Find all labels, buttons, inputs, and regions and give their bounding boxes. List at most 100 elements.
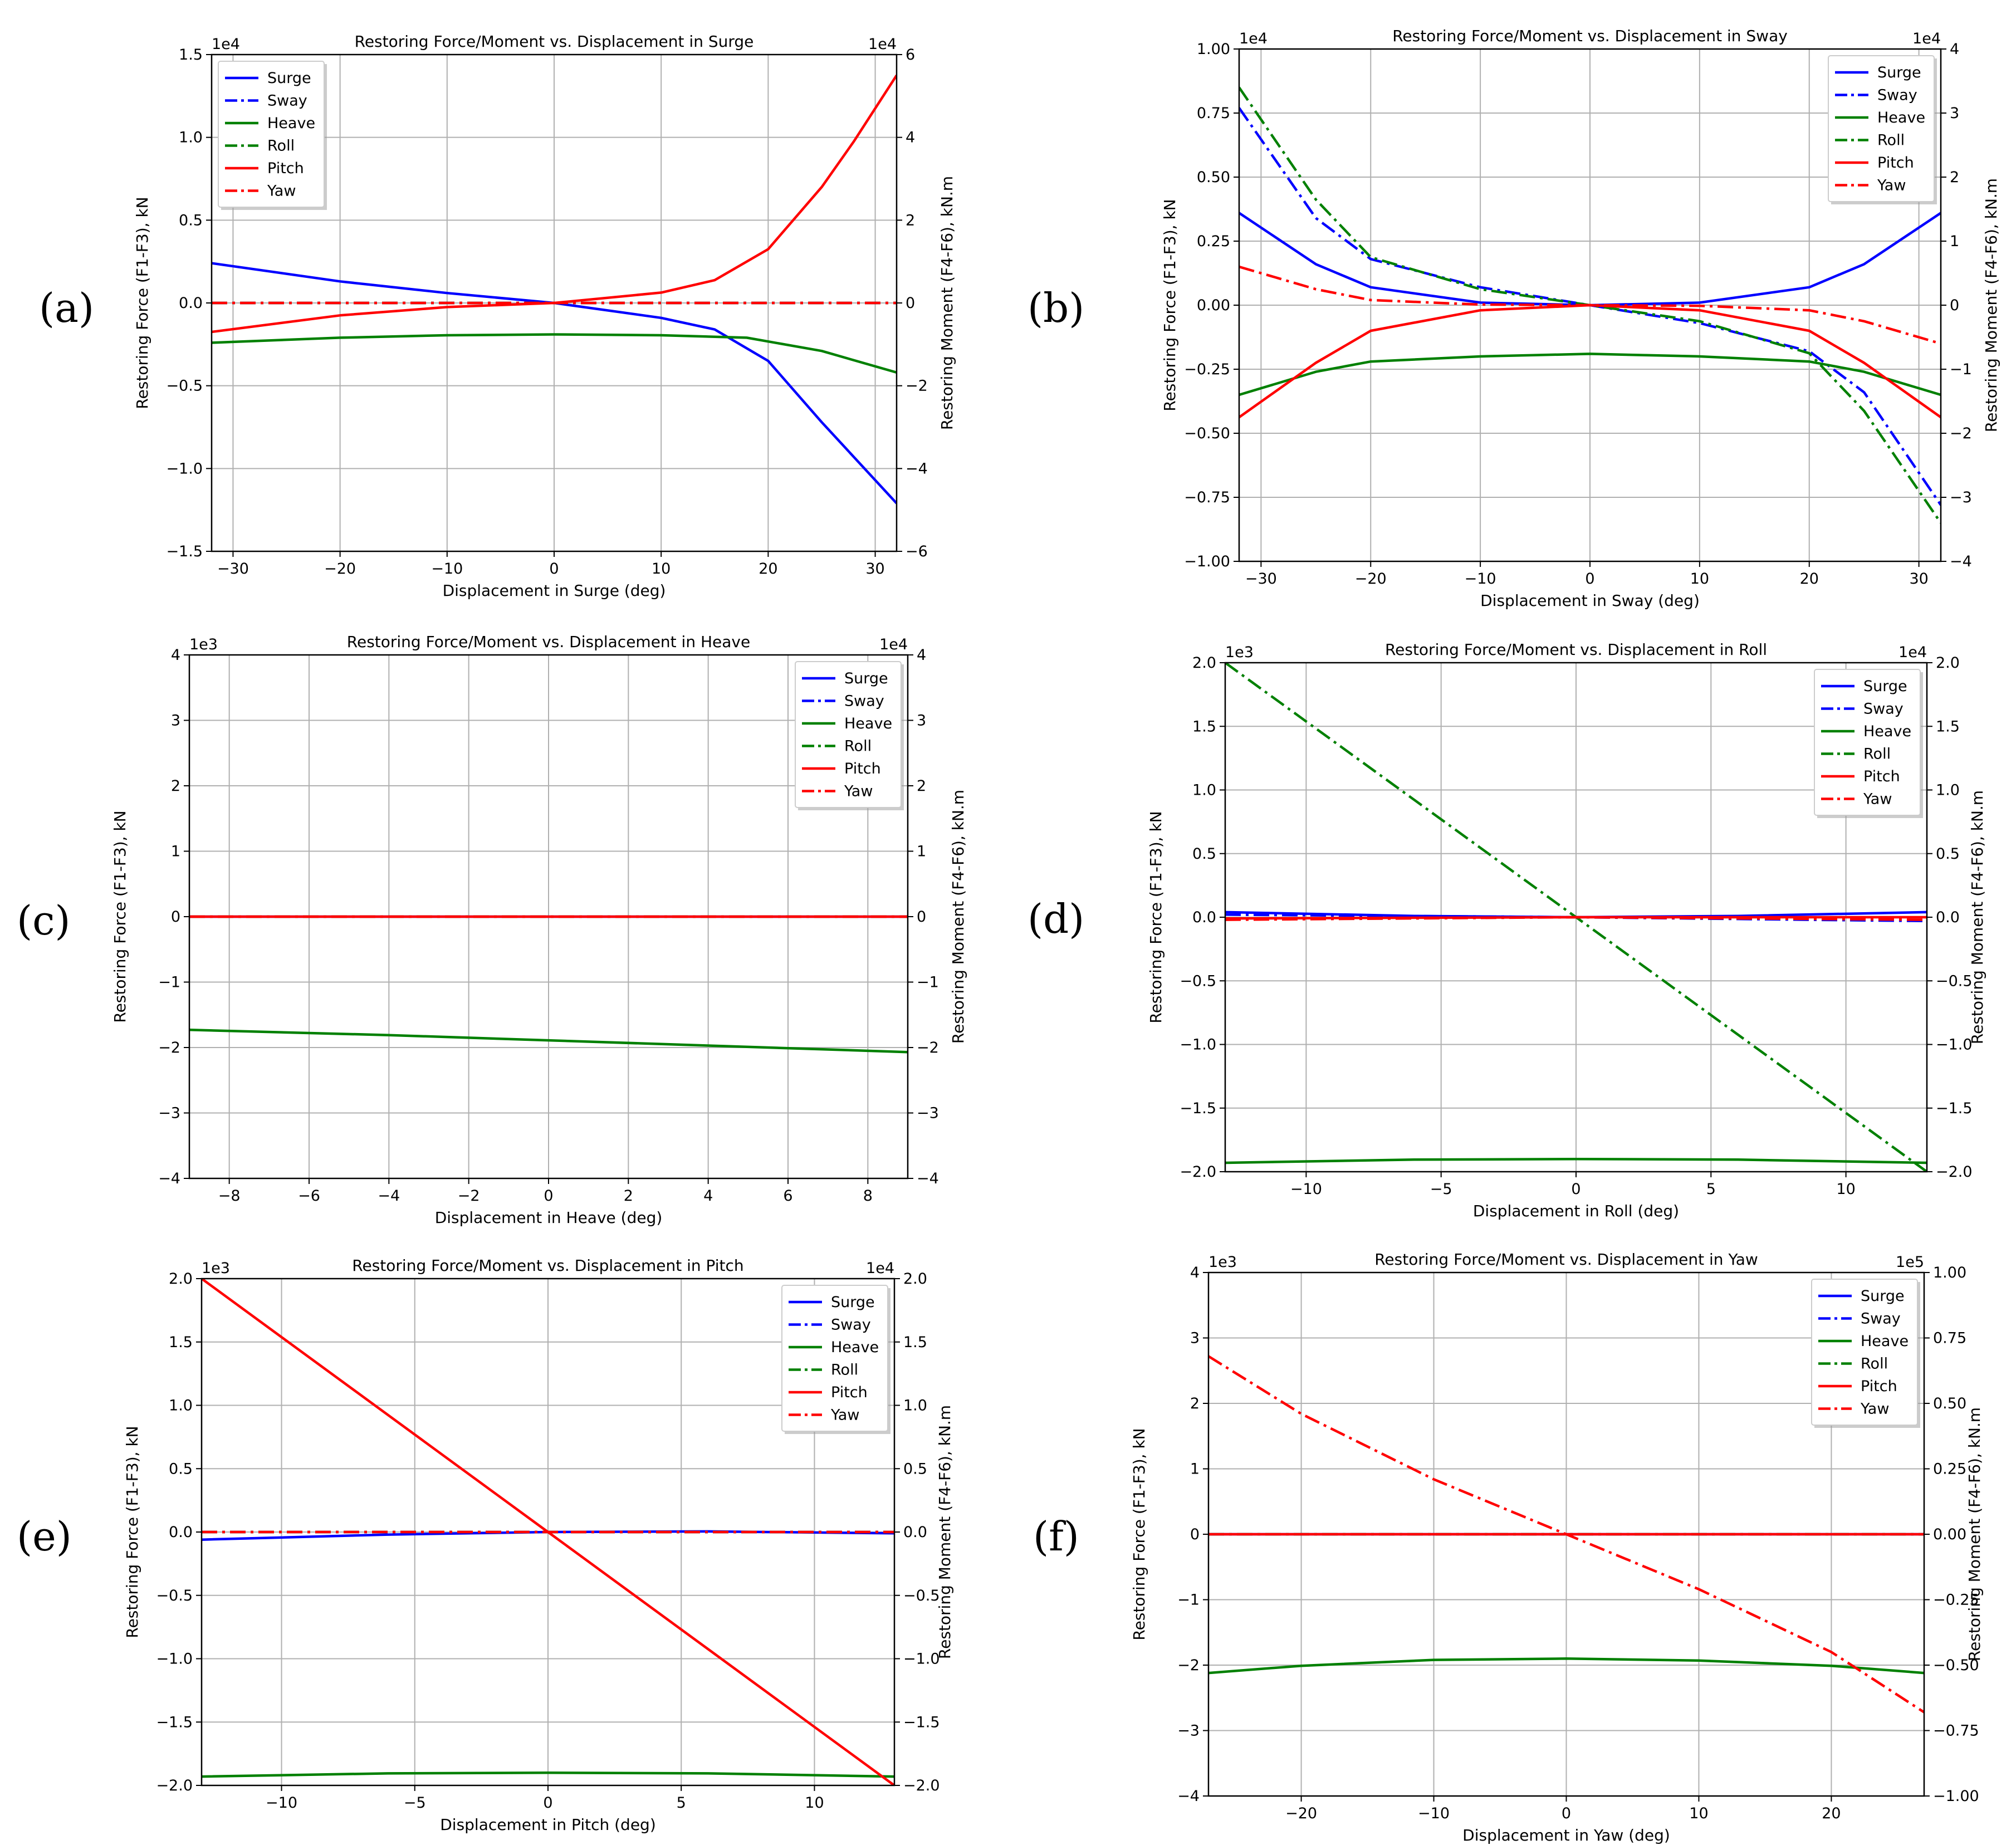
y-right-tick-label: −4 (906, 460, 928, 477)
y-left-tick-label: 2.0 (169, 1270, 193, 1288)
y-left-tick-label: 1.5 (1192, 718, 1216, 735)
legend: Surge Sway Heave Roll Pitch Yaw (218, 61, 327, 210)
x-axis-label: Displacement in Sway (deg) (1480, 591, 1700, 610)
series-group (1225, 663, 1927, 1172)
y-left-tick-label: 2.0 (1192, 654, 1216, 672)
y-right-tick-label: 3 (1950, 105, 1959, 122)
legend-label-surge: Surge (1861, 1288, 1905, 1305)
legend-label-sway: Sway (1863, 701, 1904, 718)
y-right-tick-label: 0 (917, 908, 926, 926)
y-right-tick-label: 0.0 (1936, 909, 1960, 926)
legend-label-sway: Sway (844, 693, 884, 710)
x-tick-label: −20 (1355, 570, 1387, 588)
x-tick-label: 8 (863, 1187, 873, 1205)
x-tick-label: 20 (1800, 570, 1819, 588)
x-tick-label: 5 (1706, 1181, 1716, 1198)
series-line-heave (189, 1029, 908, 1054)
legend-label-sway: Sway (831, 1317, 871, 1334)
y-right-tick-label: −1 (1950, 361, 1972, 378)
x-tick-label: 10 (652, 560, 671, 578)
y-left-tick-label: −2.0 (1180, 1163, 1216, 1181)
y-left-axis-label: Restoring Force (F1-F3), kN (1147, 811, 1165, 1023)
y-right-tick-label: −2.0 (1936, 1163, 1973, 1181)
legend-label-surge: Surge (1863, 678, 1907, 695)
x-axis-label: Displacement in Heave (deg) (435, 1208, 663, 1227)
y-right-tick-label: −1.5 (1936, 1100, 1973, 1117)
panel-label: (b) (1027, 285, 1084, 331)
y-left-offset-text: 1e3 (1208, 1254, 1237, 1271)
x-axis-label: Displacement in Surge (deg) (443, 581, 666, 600)
legend-label-yaw: Yaw (844, 783, 873, 800)
y-left-tick-label: 0.00 (1197, 297, 1230, 314)
y-right-axis-label: Restoring Moment (F4-F6), kN.m (949, 790, 967, 1044)
y-right-tick-label: −3 (1950, 489, 1972, 506)
legend-label-roll: Roll (267, 138, 295, 155)
y-right-tick-label: −0.5 (1936, 972, 1973, 990)
legend-label-pitch: Pitch (1863, 768, 1900, 785)
series-line-heave (1225, 1157, 1927, 1164)
y-left-tick-label: 0.5 (169, 1460, 193, 1477)
legend-label-surge: Surge (1877, 64, 1921, 81)
x-tick-label: 30 (1909, 570, 1928, 588)
y-right-axis-label: Restoring Moment (F4-F6), kN.m (1968, 790, 1986, 1044)
y-right-tick-label: 0 (906, 295, 915, 312)
y-left-tick-label: 0.75 (1197, 105, 1230, 122)
x-tick-label: −10 (266, 1794, 297, 1812)
y-left-tick-label: 0.0 (169, 1524, 193, 1541)
y-left-tick-label: 1.0 (179, 129, 203, 146)
y-left-tick-label: −1.5 (166, 543, 203, 560)
chart-title: Restoring Force/Moment vs. Displacement … (1374, 1250, 1758, 1269)
y-left-tick-label: −4 (1177, 1788, 1200, 1805)
y-right-tick-label: −4 (917, 1170, 939, 1187)
y-left-axis-label: Restoring Force (F1-F3), kN (1130, 1428, 1148, 1640)
y-right-tick-label: −6 (906, 543, 928, 560)
y-right-tick-label: 1.00 (1933, 1264, 1966, 1281)
y-left-tick-label: −2.0 (156, 1777, 193, 1794)
y-left-tick-label: 3 (1190, 1330, 1200, 1347)
legend-label-pitch: Pitch (1877, 154, 1914, 172)
y-left-tick-label: 1.5 (169, 1334, 193, 1351)
y-right-tick-label: 4 (917, 647, 926, 664)
chart-panel-3: −10 −5 0 5 10 −2.0 −1.5 −1.0 −0.5 0.0 0.5 1.0 1.5 2.0… (1027, 640, 1986, 1220)
series-line-yaw (1208, 1355, 1924, 1714)
y-right-axis-label: Restoring Moment (F4-F6), kN.m (938, 176, 956, 430)
legend-label-yaw: Yaw (1877, 177, 1906, 194)
y-right-axis-label: Restoring Moment (F4-F6), kN.m (1965, 1407, 1984, 1661)
y-left-tick-label: −1.00 (1184, 553, 1230, 570)
y-left-tick-label: 0.25 (1197, 233, 1230, 250)
y-right-tick-label: −4 (1950, 553, 1972, 570)
y-left-tick-label: 0.50 (1197, 169, 1230, 186)
series-group (1239, 86, 1941, 524)
x-tick-label: 0 (549, 560, 559, 578)
y-left-offset-text: 1e3 (189, 636, 218, 653)
y-right-tick-label: 2 (1950, 169, 1959, 186)
y-left-tick-label: −1.5 (156, 1714, 193, 1731)
panel-label: (d) (1027, 895, 1084, 942)
y-left-tick-label: −1 (1177, 1592, 1200, 1609)
legend-box (795, 661, 902, 808)
x-tick-label: 0 (1562, 1805, 1571, 1822)
series-group (212, 74, 897, 505)
legend-label-surge: Surge (831, 1294, 875, 1311)
y-left-tick-label: −1.0 (1180, 1036, 1216, 1054)
chart-title: Restoring Force/Moment vs. Displacement … (352, 1256, 743, 1275)
series-group (189, 915, 908, 1054)
x-tick-label: 20 (1822, 1805, 1841, 1822)
y-left-tick-label: −0.5 (1180, 972, 1216, 990)
y-right-tick-label: −2.0 (903, 1777, 940, 1794)
y-left-offset-text: 1e4 (1239, 30, 1268, 47)
legend-label-yaw: Yaw (267, 183, 296, 200)
chart-title: Restoring Force/Moment vs. Displacement … (355, 32, 754, 51)
y-left-tick-label: −0.50 (1184, 425, 1230, 442)
legend-box (1811, 1279, 1918, 1426)
chart-panel-0: −30 −20 −10 0 10 20 30−1.5−1.0−0.50.00.51.01.5… (39, 32, 956, 600)
y-left-tick-label: 3 (171, 712, 180, 730)
y-right-tick-label: 1.5 (1936, 718, 1960, 735)
y-right-tick-label: 2 (917, 777, 926, 795)
y-right-tick-label: 2.0 (1936, 654, 1960, 672)
legend-label-heave: Heave (1863, 723, 1911, 740)
chart-panel-2: −8 −6 −4 −2 0 2 4 6 8−4−3−2−101234−4−3−2−1012341… (17, 633, 967, 1227)
x-tick-label: 4 (703, 1187, 713, 1205)
x-tick-label: −5 (404, 1794, 426, 1812)
